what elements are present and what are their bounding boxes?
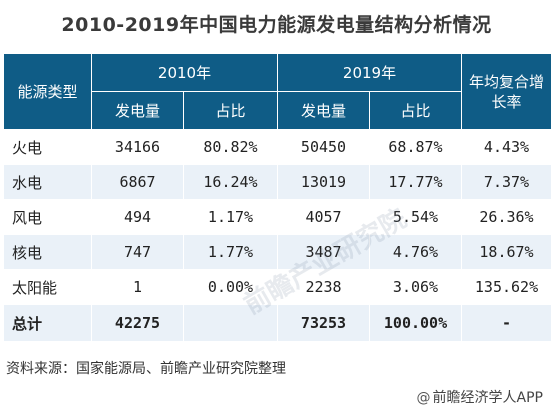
- header-year-2019: 2019年: [277, 53, 462, 92]
- header-output-2010: 发电量: [91, 91, 184, 130]
- cell-gen-2010: 6867: [91, 164, 184, 200]
- total-share-2019: 100.00%: [369, 304, 462, 342]
- cell-cagr: 18.67%: [461, 234, 552, 270]
- cell-gen-2010: 1: [91, 269, 184, 305]
- at-symbol: @: [416, 390, 431, 406]
- cell-gen-2019: 50450: [277, 129, 370, 165]
- cell-share-2010: 16.24%: [183, 164, 278, 200]
- row-name: 核电: [3, 234, 92, 270]
- row-name: 火电: [3, 129, 92, 165]
- cell-share-2010: 0.00%: [183, 269, 278, 305]
- total-gen-2010: 42275: [91, 304, 184, 342]
- header-share-2019: 占比: [369, 91, 462, 130]
- total-gen-2019: 73253: [277, 304, 370, 342]
- cell-cagr: 135.62%: [461, 269, 552, 305]
- source-note: 资料来源：国家能源局、前瞻产业研究院整理: [6, 361, 286, 377]
- cell-gen-2010: 747: [91, 234, 184, 270]
- total-cagr: -: [461, 304, 552, 342]
- cell-gen-2019: 4057: [277, 199, 370, 235]
- cell-cagr: 26.36%: [461, 199, 552, 235]
- cell-gen-2019: 2238: [277, 269, 370, 305]
- table-row: 水电 6867 16.24% 13019 17.77% 7.37%: [3, 164, 552, 200]
- cell-share-2010: 1.17%: [183, 199, 278, 235]
- table-row: 火电 34166 80.82% 50450 68.87% 4.43%: [3, 129, 552, 165]
- header-category: 能源类型: [3, 53, 92, 130]
- table-row: 风电 494 1.17% 4057 5.54% 26.36%: [3, 199, 552, 235]
- row-name: 太阳能: [3, 269, 92, 305]
- cell-share-2010: 1.77%: [183, 234, 278, 270]
- header-share-2010: 占比: [183, 91, 278, 130]
- total-share-2010: [183, 304, 278, 342]
- cell-share-2019: 4.76%: [369, 234, 462, 270]
- cell-cagr: 7.37%: [461, 164, 552, 200]
- brand-credit: @ 前瞻经济学人APP: [417, 387, 543, 407]
- cell-cagr: 4.43%: [461, 129, 552, 165]
- header-output-2019: 发电量: [277, 91, 370, 130]
- total-label: 总计: [3, 304, 92, 342]
- table-row: 太阳能 1 0.00% 2238 3.06% 135.62%: [3, 269, 552, 305]
- row-name: 风电: [3, 199, 92, 235]
- cell-gen-2010: 34166: [91, 129, 184, 165]
- chart-title: 2010-2019年中国电力能源发电量结构分析情况: [61, 14, 492, 36]
- row-name: 水电: [3, 164, 92, 200]
- brand-name: 前瞻经济学人APP: [432, 390, 543, 406]
- header-year-2010: 2010年: [91, 53, 278, 92]
- table-row: 核电 747 1.77% 3487 4.76% 18.67%: [3, 234, 552, 270]
- cell-share-2019: 68.87%: [369, 129, 462, 165]
- cell-share-2019: 17.77%: [369, 164, 462, 200]
- total-row: 总计 42275 73253 100.00% -: [3, 304, 552, 342]
- cell-share-2019: 5.54%: [369, 199, 462, 235]
- cell-share-2010: 80.82%: [183, 129, 278, 165]
- cell-gen-2019: 13019: [277, 164, 370, 200]
- cell-gen-2010: 494: [91, 199, 184, 235]
- cell-share-2019: 3.06%: [369, 269, 462, 305]
- cell-gen-2019: 3487: [277, 234, 370, 270]
- energy-table: 能源类型 2010年 2019年 年均复合增长率 发电量 占比 发电量 占比 火…: [3, 53, 552, 342]
- header-cagr: 年均复合增长率: [461, 53, 552, 130]
